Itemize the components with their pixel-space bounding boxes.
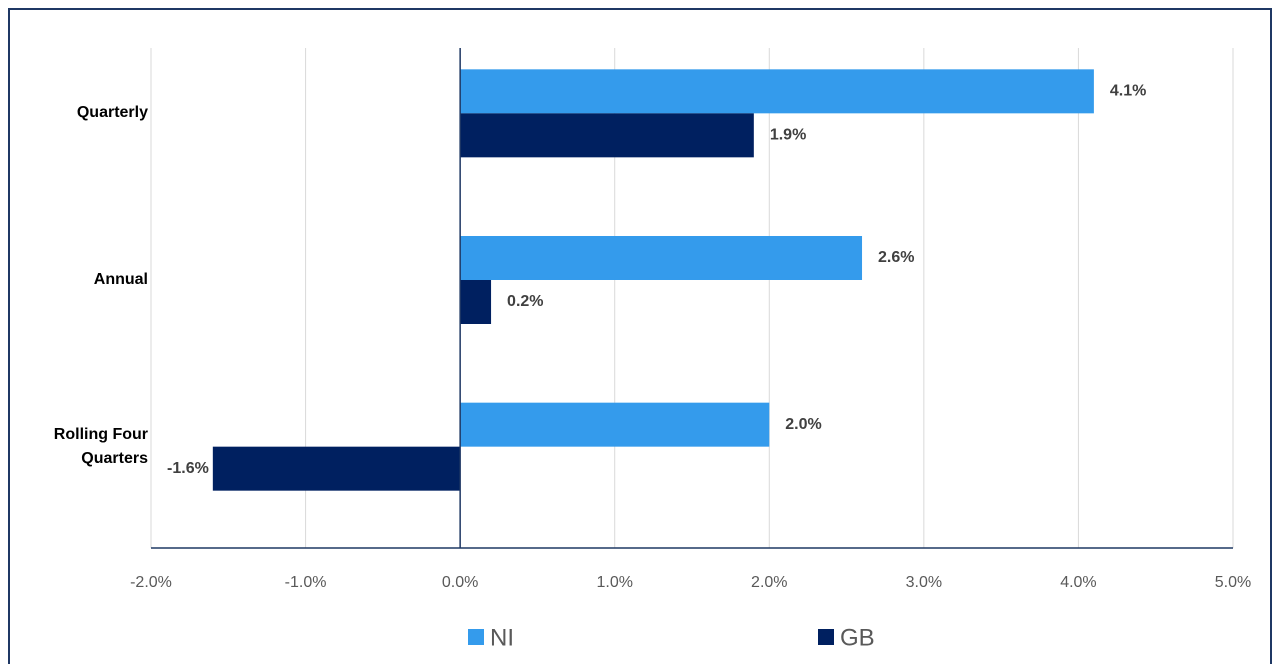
chart-frame — [8, 8, 1272, 664]
legend-label: NI — [490, 624, 514, 651]
x-tick-label: 4.0% — [1060, 574, 1096, 591]
bar — [460, 113, 754, 158]
data-label: 2.6% — [878, 249, 914, 266]
x-tick-label: -1.0% — [285, 574, 327, 591]
x-tick-label: 3.0% — [906, 574, 942, 591]
y-tick-label-box: Quarterly — [76, 104, 148, 122]
bar — [460, 402, 770, 447]
bar — [460, 236, 863, 280]
legend-swatch — [818, 629, 834, 645]
data-label: 4.1% — [1110, 83, 1146, 100]
x-tick-label: -2.0% — [130, 574, 172, 591]
data-label: 2.0% — [785, 416, 821, 433]
bar — [460, 280, 492, 324]
data-label: -1.6% — [167, 460, 209, 477]
legend-label: GB — [840, 624, 875, 651]
bar — [460, 69, 1094, 114]
legend-swatch — [468, 629, 484, 645]
data-label: 1.9% — [770, 127, 806, 144]
y-tick-label-box: Rolling Four Quarters — [53, 425, 148, 467]
y-tick-label: Annual — [93, 271, 148, 288]
y-tick-label: Rolling Four Quarters — [53, 425, 148, 467]
y-tick-label: Quarterly — [76, 104, 148, 122]
x-tick-label: 5.0% — [1215, 574, 1251, 591]
x-tick-label: 0.0% — [442, 574, 478, 591]
y-tick-label-box: Annual — [93, 271, 148, 288]
bar — [212, 446, 461, 491]
x-tick-label: 1.0% — [596, 574, 632, 591]
x-tick-label: 2.0% — [751, 574, 787, 591]
data-label: 0.2% — [507, 293, 543, 310]
